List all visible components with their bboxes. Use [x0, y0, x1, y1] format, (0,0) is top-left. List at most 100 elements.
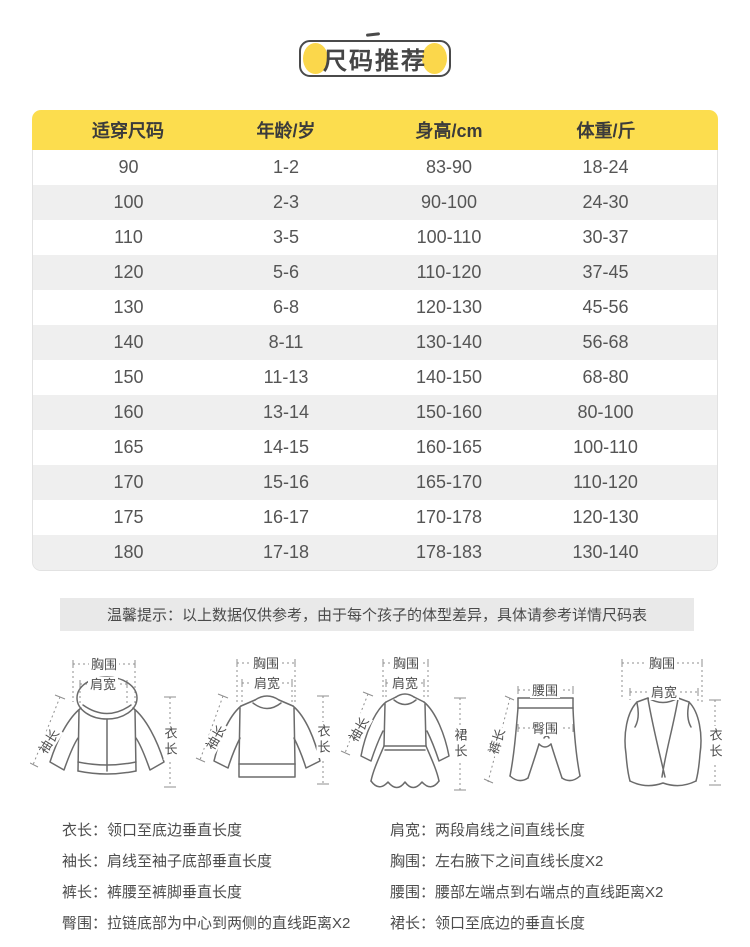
- table-cell: 110: [114, 227, 143, 247]
- chest-label: 胸围: [390, 656, 422, 671]
- table-cell: 13-14: [262, 402, 310, 422]
- table-cell: 11-13: [263, 367, 309, 387]
- table-cell: 37-45: [582, 262, 629, 282]
- table-cell: 100-110: [573, 437, 638, 457]
- table-cell: 110-120: [573, 472, 638, 492]
- table-cell: 24-30: [582, 192, 629, 212]
- banner-accent-dash: [365, 32, 381, 37]
- figure-vest: 胸围 肩宽 衣长: [610, 650, 748, 815]
- table-cell: 18-24: [582, 157, 629, 177]
- table-row: 110 3-5 100-110 30-37: [33, 220, 717, 255]
- table-cell: 140-150: [415, 367, 483, 387]
- table-cell: 6-8: [272, 297, 299, 317]
- table-row: 170 15-16 165-170 110-120: [33, 465, 717, 500]
- table-cell: 130-140: [572, 542, 639, 562]
- table-cell: 90-100: [420, 192, 478, 212]
- definition-skirt-length: 裙长：领口至底边的垂直长度: [390, 915, 586, 932]
- table-cell: 68-80: [582, 367, 629, 387]
- warm-tip-text: 温馨提示：以上数据仅供参考，由于每个孩子的体型差异，具体请参考详情尺码表: [106, 607, 647, 624]
- shoulder-label: 肩宽: [648, 685, 680, 700]
- garment-length-label: 衣长: [707, 726, 723, 762]
- table-row: 165 14-15 160-165 100-110: [33, 430, 717, 465]
- table-cell: 17-18: [262, 542, 310, 562]
- table-cell: 165-170: [415, 472, 483, 492]
- table-cell: 14-15: [262, 437, 310, 457]
- table-cell: 160: [113, 402, 144, 422]
- table-row: 130 6-8 120-130 45-56: [33, 290, 717, 325]
- chest-label: 胸围: [250, 656, 282, 671]
- waist-label: 腰围: [529, 683, 561, 698]
- definition-shoulder-width: 肩宽：两段肩线之间直线长度: [390, 822, 586, 839]
- table-row: 175 16-17 170-178 120-130: [33, 500, 717, 535]
- header-cell-size: 适穿尺码: [92, 121, 164, 141]
- banner-right-oval-decoration: [422, 43, 447, 74]
- definitions-left-column: 衣长：领口至底边垂直长度 袖长：肩线至袖子底部垂直长度 裤长：裤腰至裤脚垂直长度…: [62, 814, 350, 938]
- shoulder-label: 肩宽: [251, 676, 283, 691]
- definition-hip: 臀围：拉链底部为中心到两侧的直线距离X2: [62, 915, 351, 932]
- shoulder-label: 肩宽: [389, 676, 421, 691]
- header-cell-weight: 体重/斤: [576, 121, 636, 141]
- table-cell: 16-17: [262, 507, 310, 527]
- table-cell: 5-6: [272, 262, 299, 282]
- table-cell: 120-130: [572, 507, 639, 527]
- garment-length-label: 衣长: [162, 724, 178, 760]
- definition-pants-length: 裤长：裤腰至裤脚垂直长度: [62, 884, 243, 901]
- hip-label: 臀围: [529, 721, 561, 736]
- table-cell: 150: [113, 367, 144, 387]
- chest-label: 胸围: [646, 656, 678, 671]
- chest-label: 胸围: [88, 657, 120, 672]
- figure-sweatshirt: 胸围 肩宽 袖长 衣长: [195, 650, 360, 815]
- table-cell: 80-100: [577, 402, 634, 422]
- table-row: 140 8-11 130-140 56-68: [33, 325, 717, 360]
- table-cell: 1-2: [272, 157, 299, 177]
- table-cell: 30-37: [582, 227, 629, 247]
- table-cell: 15-16: [262, 472, 310, 492]
- size-recommendation-banner: 尺码推荐: [299, 40, 451, 77]
- figure-dress: 胸围 肩宽 袖长 裙长: [340, 650, 490, 815]
- sweatshirt-drawing: [195, 659, 329, 785]
- table-cell: 160-165: [415, 437, 483, 457]
- header-cell-height: 身高/cm: [415, 121, 483, 141]
- table-body: 90 1-2 83-90 18-24 100 2-3 90-100 24-30 …: [32, 150, 718, 571]
- shoulder-label: 肩宽: [87, 677, 119, 692]
- definitions-right-column: 肩宽：两段肩线之间直线长度 胸围：左右腋下之间直线长度X2 腰围：腰部左端点到右…: [390, 814, 663, 938]
- page-title: 尺码推荐: [323, 48, 427, 75]
- table-cell: 90: [118, 157, 139, 177]
- definition-garment-length: 衣长：领口至底边垂直长度: [62, 822, 243, 839]
- table-cell: 83-90: [425, 157, 473, 177]
- table-cell: 3-5: [272, 227, 299, 247]
- skirt-length-label: 裙长: [452, 726, 468, 762]
- banner-left-oval-decoration: [303, 43, 328, 74]
- definition-sleeve-length: 袖长：肩线至袖子底部垂直长度: [62, 853, 273, 870]
- table-row: 150 11-13 140-150 68-80: [33, 360, 717, 395]
- hooded-jacket-drawing: [30, 660, 176, 788]
- garment-length-label: 衣长: [315, 722, 331, 758]
- table-cell: 178-183: [415, 542, 483, 562]
- table-cell: 130: [113, 297, 144, 317]
- table-cell: 175: [113, 507, 144, 527]
- table-cell: 150-160: [415, 402, 483, 422]
- table-header-row: 适穿尺码 年龄/岁 身高/cm 体重/斤: [32, 110, 718, 150]
- table-cell: 45-56: [582, 297, 629, 317]
- vest-drawing: [621, 659, 721, 787]
- table-row: 90 1-2 83-90 18-24: [33, 150, 717, 185]
- figure-hooded-jacket: 胸围 肩宽 袖长 衣长: [30, 650, 205, 815]
- table-cell: 2-3: [272, 192, 299, 212]
- table-cell: 120: [113, 262, 144, 282]
- figure-pants: 腰围 臀围 裤长: [480, 650, 620, 815]
- table-cell: 130-140: [415, 332, 483, 352]
- table-cell: 110-120: [416, 262, 482, 282]
- table-row: 180 17-18 178-183 130-140: [33, 535, 717, 570]
- warm-tip-bar: 温馨提示：以上数据仅供参考，由于每个孩子的体型差异，具体请参考详情尺码表: [60, 598, 694, 631]
- table-cell: 120-130: [415, 297, 483, 317]
- table-cell: 100: [113, 192, 144, 212]
- table-cell: 170: [113, 472, 144, 492]
- header-cell-age: 年龄/岁: [256, 121, 316, 141]
- table-cell: 170-178: [415, 507, 483, 527]
- table-row: 100 2-3 90-100 24-30: [33, 185, 717, 220]
- table-cell: 8-11: [268, 332, 304, 352]
- table-row: 120 5-6 110-120 37-45: [33, 255, 717, 290]
- size-table: 适穿尺码 年龄/岁 身高/cm 体重/斤 90 1-2 83-90 18-24 …: [32, 110, 718, 571]
- definition-waist: 腰围：腰部左端点到右端点的直线距离X2: [390, 884, 664, 901]
- table-cell: 165: [113, 437, 144, 457]
